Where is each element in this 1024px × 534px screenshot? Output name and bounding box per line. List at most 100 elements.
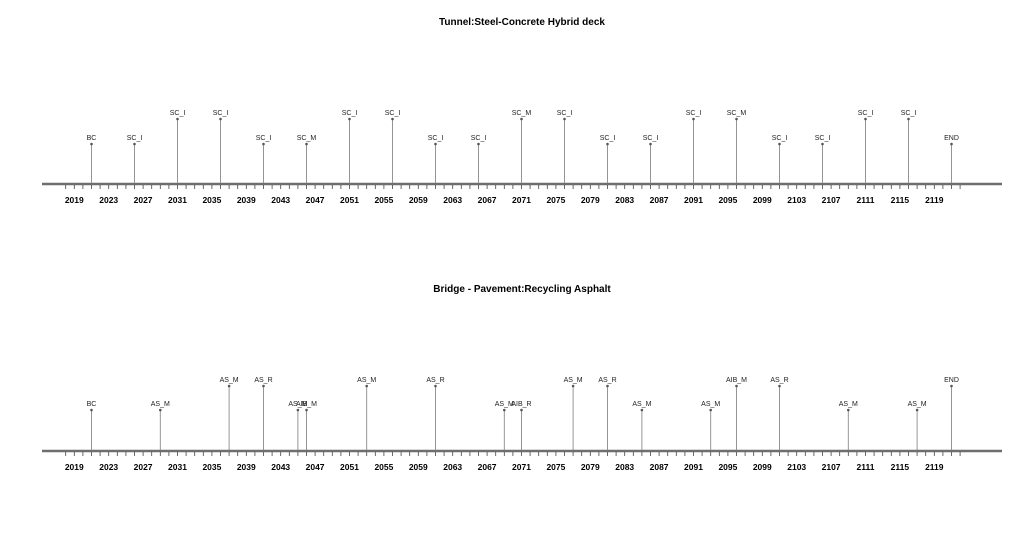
axis-tick-label: 2059 (409, 195, 428, 205)
event-point (907, 117, 910, 121)
event-label: AIB_M (726, 377, 747, 384)
event-point (864, 117, 867, 121)
event-point (227, 384, 231, 388)
event-label: SC_I (643, 135, 659, 142)
event-label: SC_I (342, 110, 358, 117)
event-label: SC_I (256, 135, 272, 142)
event-point (434, 142, 437, 146)
event-label: AS_M (220, 377, 239, 384)
event-label: SC_I (170, 110, 186, 117)
axis-tick-label: 2099 (753, 462, 772, 472)
event-label: AS_M (357, 377, 376, 384)
event-label: SC_I (901, 110, 917, 117)
axis-tick-label: 2063 (443, 462, 462, 472)
axis-tick-label: 2059 (409, 462, 428, 472)
event-label: SC_M (512, 110, 532, 117)
axis-tick-label: 2083 (615, 195, 634, 205)
axis-tick-label: 2035 (202, 462, 221, 472)
axis-tick-label: 2023 (99, 462, 118, 472)
axis-tick-label: 2055 (374, 195, 393, 205)
axis-tick-label: 2031 (168, 462, 187, 472)
event-label: BC (87, 401, 97, 408)
axis-tick-label: 2075 (546, 195, 565, 205)
event-point (159, 408, 162, 412)
axis-tick-label: 2103 (787, 195, 806, 205)
event-point (821, 142, 824, 146)
event-point (296, 408, 300, 412)
axis-tick-label: 2103 (787, 462, 806, 472)
axis-tick-label: 2047 (306, 195, 325, 205)
axis-tick-label: 2027 (134, 462, 153, 472)
event-point (563, 117, 566, 121)
event-point (950, 142, 953, 146)
event-point (735, 384, 738, 388)
event-point (305, 408, 308, 412)
axis-tick-label: 2067 (478, 462, 497, 472)
event-point (709, 408, 712, 412)
event-point (640, 408, 644, 412)
event-point (606, 384, 609, 388)
event-label: SC_I (385, 110, 401, 117)
event-label: SC_I (471, 135, 487, 142)
axis-tick-label: 2043 (271, 462, 290, 472)
axis-tick-label: 2067 (478, 195, 497, 205)
axis-tick-label: 2111 (857, 195, 875, 205)
axis-tick-label: 2031 (168, 195, 187, 205)
axis-tick-label: 2079 (581, 195, 600, 205)
axis-tick-label: 2111 (857, 462, 875, 472)
event-label: END (944, 377, 959, 384)
axis-tick-label: 2055 (374, 462, 393, 472)
event-label: AS_M (839, 401, 858, 408)
event-label: SC_I (772, 135, 788, 142)
event-point (434, 384, 437, 388)
axis-tick-label: 2079 (581, 462, 600, 472)
axis-tick-label: 2027 (134, 195, 153, 205)
event-label: BC (87, 135, 97, 142)
axis-tick-label: 2023 (99, 195, 118, 205)
timeline-panel-0: Tunnel:Steel-Concrete Hybrid deck 2019 202… (42, 17, 1002, 205)
event-label: AS_M (288, 401, 307, 408)
event-point (391, 117, 394, 121)
axis-tick-label: 2119 (925, 462, 944, 472)
event-label: SC_I (428, 135, 444, 142)
event-label: AS_M (495, 401, 514, 408)
event-point (692, 117, 695, 121)
chart-title: Bridge - Pavement:Recycling Asphalt (433, 284, 611, 295)
axis-tick-label: 2095 (718, 195, 737, 205)
axis-tick-label: 2063 (443, 195, 462, 205)
event-label: SC_I (557, 110, 573, 117)
event-point (520, 408, 523, 412)
axis-tick-label: 2119 (925, 195, 944, 205)
event-label: SC_I (127, 135, 143, 142)
event-label: SC_I (815, 135, 831, 142)
event-point (606, 142, 609, 146)
event-label: AS_M (701, 401, 720, 408)
event-label: SC_I (686, 110, 702, 117)
axis-tick-label: 2095 (718, 462, 737, 472)
event-point (365, 384, 369, 388)
event-label: SC_M (727, 110, 747, 117)
event-point (90, 142, 93, 146)
event-label: AS_M (632, 401, 651, 408)
axis-tick-label: 2051 (340, 462, 359, 472)
event-point (649, 142, 652, 146)
axis-tick-label: 2115 (891, 462, 910, 472)
event-point (262, 384, 265, 388)
event-label: AS_M (564, 377, 583, 384)
axis-tick-label: 2099 (753, 195, 772, 205)
event-point (915, 408, 919, 412)
axis-tick-label: 2087 (650, 462, 669, 472)
axis-tick-label: 2051 (340, 195, 359, 205)
event-point (571, 384, 575, 388)
axis-tick-label: 2075 (546, 462, 565, 472)
event-label: AS_R (770, 377, 788, 384)
event-label: AS_R (426, 377, 444, 384)
event-label: AIB_M (296, 401, 317, 408)
event-label: AS_R (598, 377, 616, 384)
axis-tick-label: 2039 (237, 195, 256, 205)
event-point (950, 384, 953, 388)
event-label: SC_I (858, 110, 874, 117)
axis-tick-label: 2071 (512, 195, 531, 205)
event-point (348, 117, 351, 121)
